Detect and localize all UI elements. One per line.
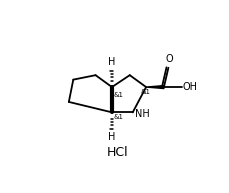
Text: NH: NH xyxy=(134,108,149,119)
Text: &1: &1 xyxy=(113,114,123,120)
Polygon shape xyxy=(145,85,163,89)
Text: &1: &1 xyxy=(113,92,123,98)
Text: HCl: HCl xyxy=(106,146,128,159)
Text: H: H xyxy=(108,58,115,67)
Text: H: H xyxy=(108,132,115,142)
Text: &1: &1 xyxy=(140,89,150,95)
Text: O: O xyxy=(165,54,172,64)
Text: OH: OH xyxy=(182,82,197,92)
